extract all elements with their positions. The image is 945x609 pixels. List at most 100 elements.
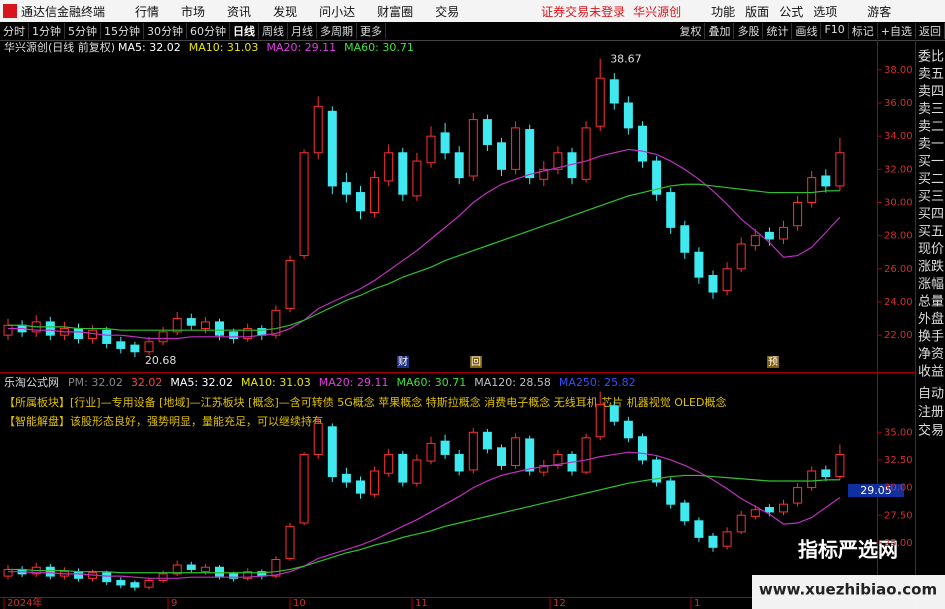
watermark-title: 指标严选网 [798,538,898,562]
period-tab[interactable]: 月线 [288,23,317,39]
candle-body [186,318,196,326]
candle-body [172,564,182,575]
tool-button[interactable]: 标记 [849,23,878,39]
menu-item[interactable]: 问小达 [319,4,356,19]
candle-body [525,129,535,179]
ma-line [8,451,841,579]
candle-body [638,436,647,461]
period-tab[interactable]: 60分钟 [187,23,230,39]
y-tick-label: 25.00 [884,538,913,549]
candle-body [243,328,253,339]
candle-body [384,453,394,474]
menu-item[interactable]: 行情 [135,4,160,19]
period-tab[interactable]: 日线 [230,23,259,39]
event-marker: 回 [471,356,481,368]
candle-body [539,168,549,180]
quote-field: 换手 [918,330,944,345]
low-annotation: 20.68 [145,354,177,367]
candle-body [130,582,140,588]
tool-button[interactable]: 统计 [763,23,793,39]
menu-item[interactable]: 发现 [273,4,298,19]
period-tab[interactable]: 周线 [259,23,288,39]
period-tab[interactable]: 15分钟 [101,23,144,39]
period-tab[interactable]: 更多 [357,23,386,39]
quote-field: 买二 [918,172,944,187]
y-tick-label: 30.00 [884,483,913,494]
stock-link[interactable]: 华兴源创 [633,4,682,19]
tool-button[interactable]: 叠加 [705,23,735,39]
menu-item[interactable]: 选项 [813,4,838,19]
y-tick-label: 22.00 [884,330,913,341]
candle-body [440,132,450,154]
legend-entry: MA120: 28.58 [474,376,551,389]
menu-item[interactable]: 交易 [435,4,460,19]
candle-body [398,152,408,195]
quote-field: 买一 [918,155,944,170]
quote-field: 涨跌 [918,259,944,275]
candle-body [172,318,182,333]
y-tick-label: 35.00 [884,427,913,438]
notice[interactable]: 证券交易未登录 [541,4,626,19]
menu-item[interactable]: 资讯 [227,4,252,19]
candle-body [116,580,126,586]
candle-body [3,568,13,577]
period-tab[interactable]: 1分钟 [29,23,65,39]
menu-item[interactable]: 功能 [711,4,736,19]
tool-button[interactable]: 画线 [792,23,822,39]
candle-body [327,110,337,187]
periods: 分时 1分钟 5分钟 15分钟 30分钟 60分钟 日线 周线 月线 多周期 更多 [0,23,386,39]
event-marker-box [470,356,482,368]
candle-body [158,573,168,582]
candle-body [440,440,450,455]
tool-button[interactable]: F10 [821,23,849,39]
legend-entry: MA10: 31.03 [189,41,259,54]
y-tick-label: 24.00 [884,297,913,308]
menu-item[interactable]: 市场 [181,4,206,19]
candle-body [412,459,422,484]
period-tab[interactable]: 分时 [0,23,29,39]
candle-body [525,438,535,472]
candle-body [793,487,803,504]
menu-item[interactable]: 财富圈 [377,4,414,19]
candle-body [652,459,662,483]
quote-field: 卖二 [918,120,944,135]
x-tick-label: 2024年 [7,596,42,609]
x-tick-label: 1 [694,598,700,609]
period-tab[interactable]: 30分钟 [144,23,187,39]
candle-body [74,571,83,579]
legend-entry: MA5: 32.02 [170,376,233,389]
candle-body [497,447,506,466]
candle-body [511,437,521,466]
candle-body [74,328,83,339]
tool-button[interactable]: 复权 [676,23,706,39]
candle-body [370,177,380,213]
tools: 复权 叠加 多股 统计 画线 F10 标记 +自选 返回 [676,23,945,39]
candle-body [215,321,224,336]
tool-button[interactable]: 多股 [734,23,764,39]
period-tab[interactable]: 5分钟 [65,23,101,39]
menu-item[interactable]: 公式 [779,4,804,19]
panel-separator [0,372,915,373]
candle-body [722,531,732,547]
tool-button[interactable]: +自选 [878,23,916,39]
period-tab[interactable]: 多周期 [317,23,357,39]
candle-body [229,573,239,579]
candle-body [426,442,436,462]
tool-button[interactable]: 返回 [916,23,945,39]
candle-body [821,469,831,478]
menu-item[interactable]: 版面 [745,4,770,19]
candle-body [708,274,718,293]
user[interactable]: 游客 [867,4,892,19]
event-marker-box [767,356,779,368]
candle-body [45,321,55,336]
candle-body [384,152,394,182]
analysis: 【智能解盘】该股形态良好，强势明显，量能充足，可以继续持有 [4,414,323,428]
menu-bar: 通达信金融终端 行情 市场 资讯 发现 问小达 财富圈 交易 证券交易未登录 华兴源创 功能… [0,0,945,22]
candle-body [285,260,295,310]
quote-field: 净资 [918,347,944,362]
y-tick-label: 27.50 [884,510,913,521]
candle-body [130,344,140,353]
candle-body [553,453,563,466]
candle-body [623,102,633,129]
